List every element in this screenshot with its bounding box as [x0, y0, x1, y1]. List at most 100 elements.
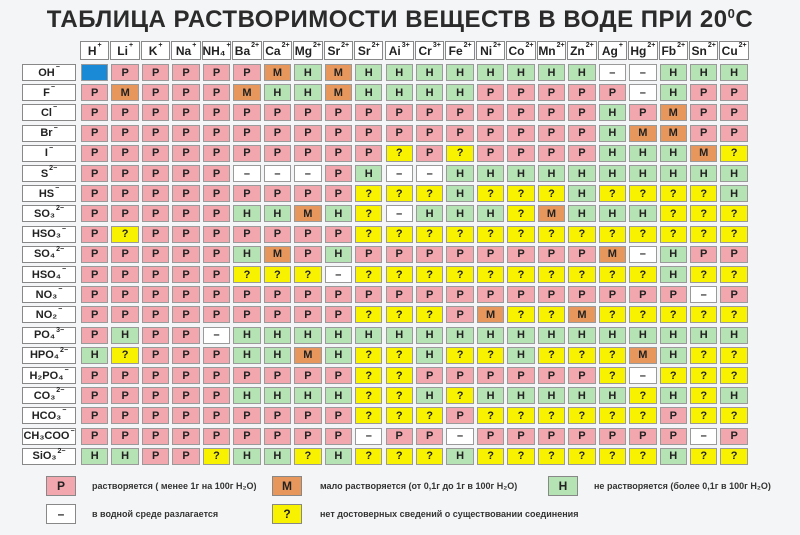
solubility-cell: P — [202, 64, 231, 81]
solubility-cell: ? — [415, 266, 444, 283]
solubility-cell: M — [690, 144, 718, 162]
solubility-cell: P — [537, 104, 566, 122]
solubility-cell: ? — [476, 447, 505, 465]
solubility-cell: P — [507, 144, 535, 162]
solubility-cell: P — [720, 427, 748, 445]
solubility-cell: P — [81, 104, 109, 122]
solubility-cell: ? — [720, 144, 748, 162]
solubility-cell: P — [141, 306, 170, 324]
solubility-cell: P — [111, 286, 139, 304]
solubility-cell: P — [233, 427, 261, 445]
solubility-cell: ? — [507, 225, 535, 243]
solubility-cell: ? — [629, 387, 657, 405]
solubility-cell: ? — [385, 447, 413, 465]
solubility-cell: P — [141, 286, 170, 304]
cation-header: Li + — [110, 41, 140, 60]
solubility-cell: H — [537, 326, 566, 344]
solubility-cell: P — [446, 104, 474, 122]
solubility-cell: P — [263, 124, 292, 142]
solubility-cell: P — [81, 286, 109, 304]
solubility-cell: H — [659, 266, 687, 283]
solubility-cell: H — [415, 205, 444, 223]
solubility-cell: P — [720, 84, 748, 102]
anion-header: Cl − — [22, 104, 76, 122]
solubility-cell: – — [690, 286, 718, 304]
solubility-cell: P — [111, 306, 139, 324]
solubility-cell: H — [263, 447, 292, 465]
solubility-cell: H — [537, 387, 566, 405]
solubility-cell: P — [507, 104, 535, 122]
solubility-cell: H — [568, 165, 596, 182]
solubility-cell: ? — [598, 407, 627, 425]
solubility-cell: – — [415, 165, 444, 182]
solubility-cell: ? — [415, 306, 444, 324]
solubility-cell: P — [598, 84, 627, 102]
solubility-cell: P — [385, 286, 413, 304]
solubility-cell: P — [537, 84, 566, 102]
solubility-cell: P — [476, 245, 505, 263]
solubility-cell: ? — [720, 407, 748, 425]
cation-header: Sr 2+ — [323, 41, 354, 60]
solubility-cell: ? — [537, 346, 566, 364]
solubility-cell: P — [324, 165, 353, 182]
solubility-cell: H — [659, 144, 687, 162]
solubility-cell: H — [659, 245, 687, 263]
solubility-cell: P — [324, 104, 353, 122]
solubility-cell: H — [81, 346, 109, 364]
solubility-cell: – — [324, 266, 353, 283]
solubility-cell: ? — [446, 144, 474, 162]
solubility-cell: H — [81, 447, 109, 465]
solubility-cell: H — [720, 387, 748, 405]
solubility-cell: ? — [568, 266, 596, 283]
solubility-cell: ? — [355, 266, 383, 283]
solubility-cell: ? — [659, 185, 687, 203]
solubility-cell: P — [111, 104, 139, 122]
solubility-cell: ? — [294, 266, 322, 283]
solubility-cell: P — [568, 84, 596, 102]
solubility-cell: P — [81, 407, 109, 425]
cation-header: NH₄ + — [201, 41, 232, 60]
solubility-cell: P — [172, 124, 200, 142]
solubility-cell: ? — [415, 447, 444, 465]
solubility-cell: P — [294, 427, 322, 445]
solubility-cell: P — [141, 387, 170, 405]
solubility-cell: H — [659, 326, 687, 344]
solubility-cell: P — [385, 104, 413, 122]
solubility-cell: ? — [385, 407, 413, 425]
solubility-cell: ? — [598, 306, 627, 324]
solubility-cell: P — [202, 205, 231, 223]
solubility-cell: P — [446, 306, 474, 324]
solubility-cell: P — [172, 165, 200, 182]
solubility-cell: M — [263, 64, 292, 81]
anion-header: I − — [22, 144, 76, 162]
solubility-cell: ? — [507, 306, 535, 324]
solubility-cell: P — [355, 286, 383, 304]
solubility-cell: – — [629, 245, 657, 263]
solubility-cell: M — [233, 84, 261, 102]
solubility-cell: P — [537, 427, 566, 445]
anion-header: CO₃ 2− — [22, 387, 76, 405]
solubility-cell: P — [294, 104, 322, 122]
solubility-cell: H — [659, 165, 687, 182]
solubility-cell: P — [172, 286, 200, 304]
solubility-cell: ? — [385, 367, 413, 384]
solubility-cell: ? — [659, 306, 687, 324]
solubility-cell: M — [294, 346, 322, 364]
solubility-cell: H — [476, 387, 505, 405]
legend-text-insoluble: не растворяется (более 0,1г в 100г H₂O) — [594, 481, 771, 491]
solubility-cell: ? — [355, 447, 383, 465]
solubility-cell: P — [141, 165, 170, 182]
solubility-cell: H — [507, 387, 535, 405]
solubility-cell: H — [385, 326, 413, 344]
solubility-cell: P — [263, 306, 292, 324]
solubility-cell: P — [446, 407, 474, 425]
solubility-cell: P — [263, 286, 292, 304]
solubility-cell: P — [202, 225, 231, 243]
solubility-cell: H — [537, 165, 566, 182]
solubility-cell: P — [385, 427, 413, 445]
solubility-cell: P — [415, 124, 444, 142]
solubility-cell: H — [598, 205, 627, 223]
solubility-cell: P — [81, 387, 109, 405]
solubility-cell: P — [233, 185, 261, 203]
solubility-cell: P — [202, 245, 231, 263]
